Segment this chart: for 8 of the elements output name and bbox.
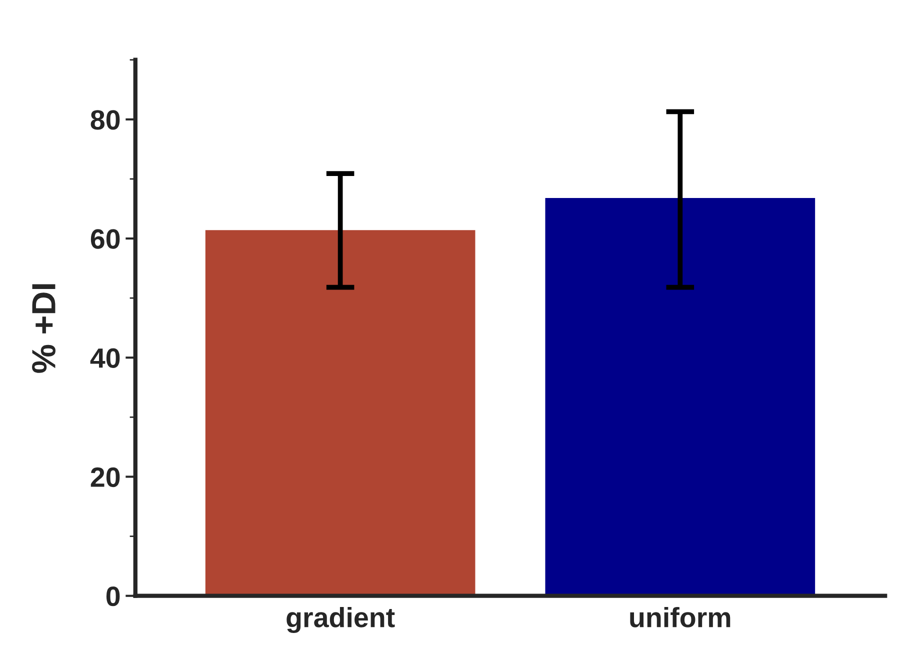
y-tick-label: 60 [90, 229, 120, 249]
y-tick-label: 40 [90, 348, 120, 368]
x-tick-label: gradient [286, 606, 395, 633]
x-tick-label: uniform [630, 606, 730, 628]
y-tick-label: 0 [106, 586, 120, 606]
y-tick-label: 20 [90, 467, 120, 488]
y-axis-title: % +DI [32, 284, 56, 373]
y-tick-label: 80 [90, 110, 120, 130]
